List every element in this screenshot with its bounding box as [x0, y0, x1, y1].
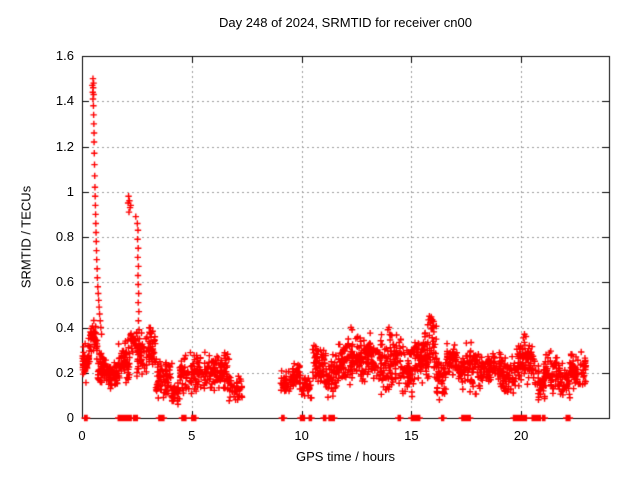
chart-title: Day 248 of 2024, SRMTID for receiver cn0… — [219, 15, 472, 30]
y-tick-label: 0.6 — [55, 274, 74, 290]
x-tick-label: 0 — [78, 428, 86, 443]
x-tick-label: 5 — [188, 428, 196, 443]
y-tick-label: 0 — [66, 410, 74, 425]
y-tick-label: 1 — [66, 183, 74, 199]
x-tick-label: 10 — [294, 428, 309, 443]
x-tick-label: 15 — [404, 428, 419, 443]
x-axis-label: GPS time / hours — [296, 449, 395, 464]
y-tick-label: 0.8 — [55, 229, 74, 244]
y-tick-label: 1.4 — [55, 93, 74, 109]
x-tick-label: 20 — [513, 428, 529, 443]
y-tick-label: 1.2 — [55, 138, 74, 154]
y-tick-label: 0.4 — [55, 319, 74, 335]
y-tick-label: 0.2 — [55, 364, 74, 380]
y-tick-label: 1.6 — [55, 48, 74, 63]
